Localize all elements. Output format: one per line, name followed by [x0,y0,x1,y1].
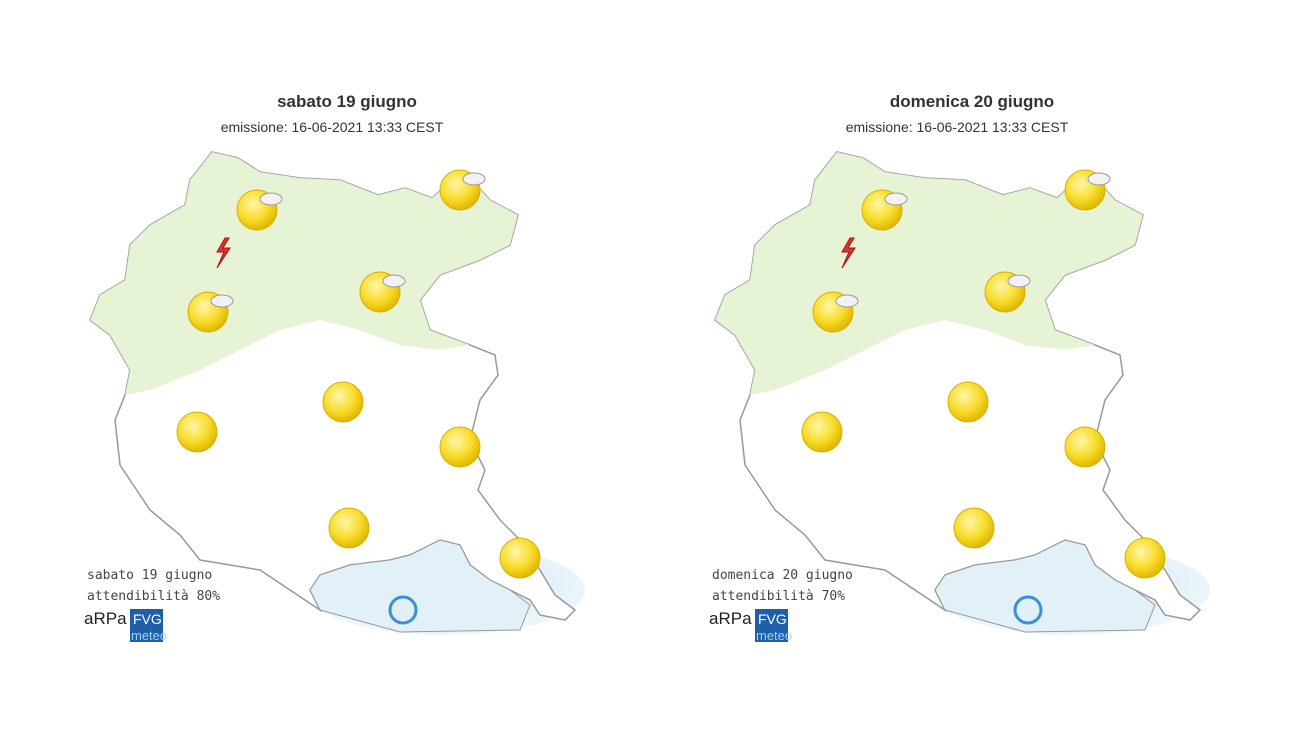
sun-icon [499,537,541,579]
cloud-icon [1007,274,1031,288]
logo-fvg: FVG [133,611,162,627]
sun-icon [1064,426,1106,468]
cloud-icon [210,294,234,308]
logo-box [755,609,788,642]
lightning-icon [216,237,231,269]
sun-icon [176,411,218,453]
footer-day: domenica 20 giugno [712,568,853,583]
cloud-icon [835,294,859,308]
sea-water [934,539,1156,633]
cloud-icon [259,192,283,206]
sea-state-icon [388,595,418,625]
mountain-area [715,152,1143,395]
sun-icon [947,381,989,423]
logo-arpa: aRPa [709,609,752,628]
mountain-area [90,152,518,395]
sun-icon [322,381,364,423]
sun-icon [328,507,370,549]
footer-day: sabato 19 giugno [87,568,212,583]
logo-meteo: meteo [756,628,792,643]
sun-icon [439,426,481,468]
sun-icon [801,411,843,453]
logo-fvg: FVG [758,611,787,627]
logo-box [130,609,163,642]
emission-time: emissione: 16-06-2021 13:33 CEST [221,119,444,135]
forecast-panel: sabato 19 giugno emissione: 16-06-2021 13… [84,92,585,643]
forecast-panel: domenica 20 giugno emissione: 16-06-2021 … [709,92,1210,643]
panel-title: domenica 20 giugno [890,92,1054,111]
reliability: attendibilità 80% [87,589,220,604]
logo-meteo: meteo [131,628,167,643]
lightning-icon [841,237,856,269]
emission-time: emissione: 16-06-2021 13:33 CEST [846,119,1069,135]
sea-state-icon [1013,595,1043,625]
cloud-icon [462,172,486,186]
panel-title: sabato 19 giugno [277,92,417,111]
reliability: attendibilità 70% [712,589,845,604]
sea-water [309,539,531,633]
cloud-icon [884,192,908,206]
cloud-icon [382,274,406,288]
sun-icon [953,507,995,549]
logo-arpa: aRPa [84,609,127,628]
sun-icon [1124,537,1166,579]
cloud-icon [1087,172,1111,186]
